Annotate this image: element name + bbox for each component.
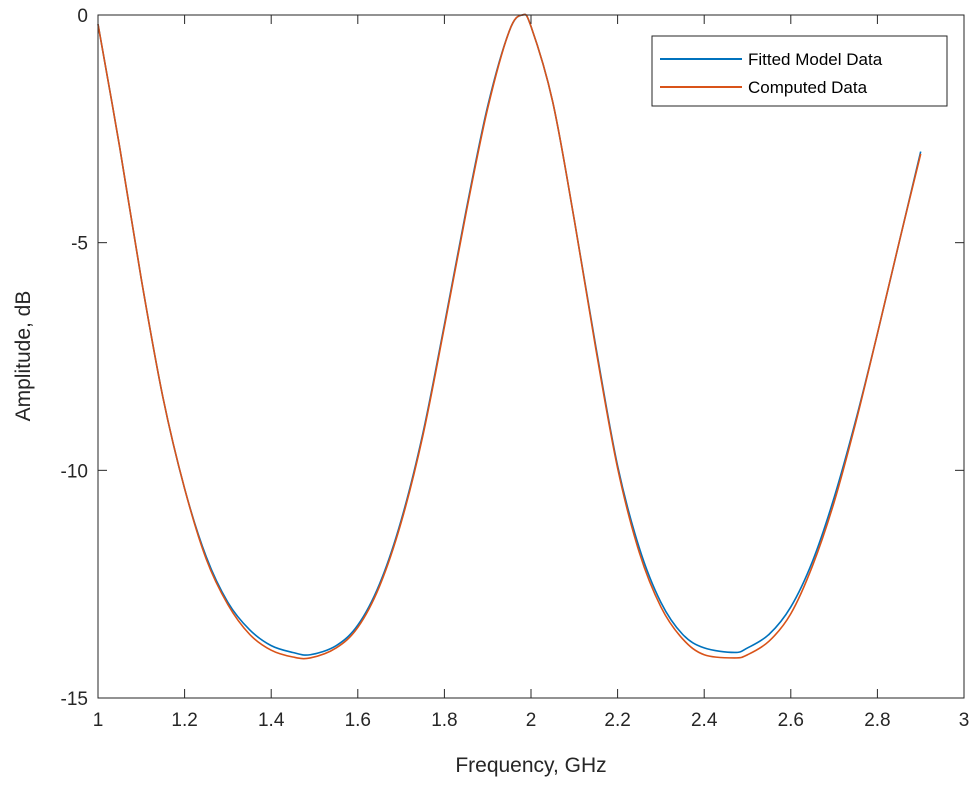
x-tick-label: 1 xyxy=(93,710,104,731)
x-tick-label: 2.4 xyxy=(691,710,718,731)
legend-label-computed: Computed Data xyxy=(748,78,868,97)
legend: Fitted Model Data Computed Data xyxy=(652,36,947,106)
y-axis-label: Amplitude, dB xyxy=(12,291,35,422)
x-tick-label: 2.6 xyxy=(778,710,804,731)
x-tick-label: 1.8 xyxy=(431,710,457,731)
plot-area xyxy=(98,15,964,698)
y-tick-label: -15 xyxy=(61,689,88,710)
x-tick-label: 2.8 xyxy=(864,710,890,731)
x-tick-label: 1.6 xyxy=(345,710,371,731)
x-tick-label: 2.2 xyxy=(604,710,630,731)
x-tick-label: 1.4 xyxy=(258,710,285,731)
x-tick-label: 2 xyxy=(526,710,537,731)
legend-label-fitted: Fitted Model Data xyxy=(748,50,883,69)
y-tick-label: -5 xyxy=(71,234,88,255)
y-tick-label: 0 xyxy=(77,6,88,27)
y-tick-label: -10 xyxy=(61,461,88,482)
x-axis-label: Frequency, GHz xyxy=(455,754,606,777)
x-tick-label: 1.2 xyxy=(171,710,197,731)
x-tick-label: 3 xyxy=(959,710,970,731)
